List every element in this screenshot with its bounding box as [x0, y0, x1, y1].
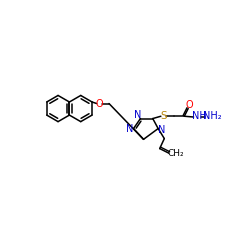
Text: S: S	[160, 111, 167, 121]
Text: N: N	[134, 110, 141, 120]
Text: N: N	[126, 124, 133, 134]
Text: NH: NH	[192, 111, 206, 121]
Text: NH₂: NH₂	[203, 111, 221, 121]
Text: O: O	[186, 100, 194, 110]
Text: N: N	[158, 125, 165, 135]
Text: CH₂: CH₂	[168, 150, 184, 158]
Text: O: O	[95, 98, 103, 108]
